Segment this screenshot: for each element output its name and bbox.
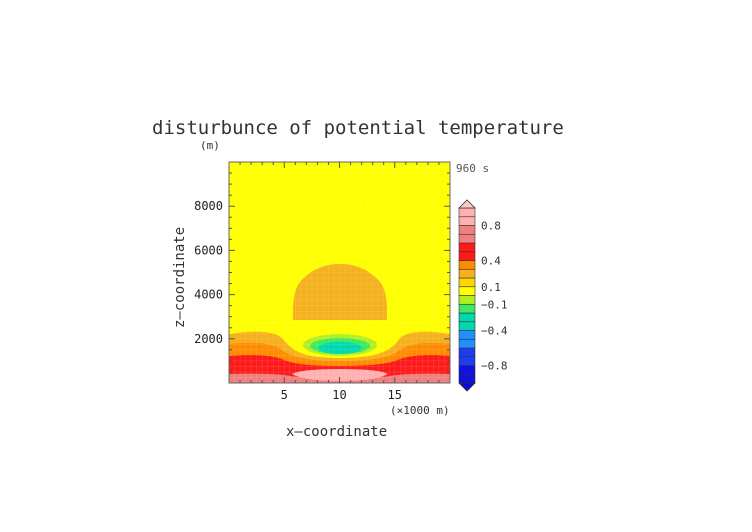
chart-title: disturbunce of potential temperature (152, 117, 564, 139)
x-tick-label: 10 (332, 388, 346, 402)
colorbar-label: 0.1 (481, 281, 501, 294)
time-label: 960 s (456, 162, 489, 175)
colorbar-segment (458, 312, 476, 323)
colorbar-segment (458, 260, 476, 270)
colorbar-segment (458, 242, 476, 253)
colorbar-label: 0.8 (481, 220, 501, 233)
colorbar-segment (458, 251, 476, 261)
y-axis-label: z—coordinate (172, 227, 188, 328)
y-unit-label: (m) (200, 139, 220, 152)
colorbar-segment (458, 216, 476, 226)
y-tick-label: 4000 (194, 288, 223, 302)
contour-pink-bottom (292, 369, 388, 381)
x-tick-label: 15 (388, 388, 402, 402)
contour-cyan-cold (318, 342, 362, 354)
x-tick-label: 5 (281, 388, 288, 402)
colorbar-segment (458, 225, 476, 235)
colorbar-label: −0.1 (481, 298, 508, 311)
colorbar-label: −0.4 (481, 325, 508, 338)
colorbar-segment (458, 233, 476, 244)
colorbar-bottom-arrow (458, 382, 476, 392)
colorbar-segment (458, 207, 476, 218)
plot-area: 5 10 15 2000 4000 6000 8000 (194, 161, 451, 402)
fine-grid (229, 162, 450, 383)
colorbar-segment (458, 365, 476, 375)
colorbar-top-arrow (458, 199, 476, 209)
colorbar-segment (458, 295, 476, 305)
contour-warm-bubble (293, 264, 387, 320)
y-axis-ticks: 2000 4000 6000 8000 (194, 172, 450, 373)
colorbar-segment (458, 321, 476, 331)
colorbar-label: −0.8 (481, 360, 508, 373)
colorbar-segment (458, 303, 476, 314)
y-tick-label: 8000 (194, 199, 223, 213)
colorbar-segment (458, 356, 476, 366)
colorbar-segment (458, 338, 476, 349)
colorbar-segment (458, 347, 476, 358)
colorbar-segment (458, 330, 476, 340)
y-tick-label: 2000 (194, 332, 223, 346)
colorbar-label: 0.4 (481, 255, 501, 268)
colorbar: 0.8 0.4 0.1 −0.1 −0.4 −0.8 (458, 199, 508, 392)
x-axis-label: x—coordinate (286, 424, 387, 440)
colorbar-segment (458, 286, 476, 296)
colorbar-segment (458, 268, 476, 279)
colorbar-segment (458, 277, 476, 288)
colorbar-segment (458, 373, 476, 384)
x-axis-ticks: 5 10 15 (239, 162, 440, 402)
x-unit-label: (×1000 m) (390, 404, 450, 417)
y-tick-label: 6000 (194, 243, 223, 257)
